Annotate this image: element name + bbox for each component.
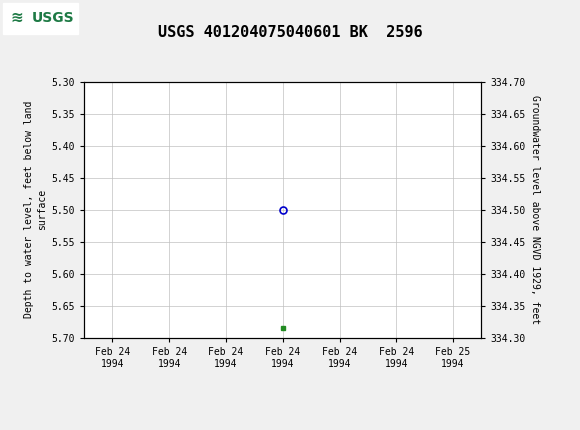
Y-axis label: Groundwater level above NGVD 1929, feet: Groundwater level above NGVD 1929, feet — [530, 95, 539, 324]
Text: USGS 401204075040601 BK  2596: USGS 401204075040601 BK 2596 — [158, 25, 422, 40]
Text: USGS: USGS — [32, 11, 74, 25]
Y-axis label: Depth to water level, feet below land
surface: Depth to water level, feet below land su… — [24, 101, 48, 318]
FancyBboxPatch shape — [3, 3, 78, 34]
Text: ≋: ≋ — [10, 10, 23, 25]
